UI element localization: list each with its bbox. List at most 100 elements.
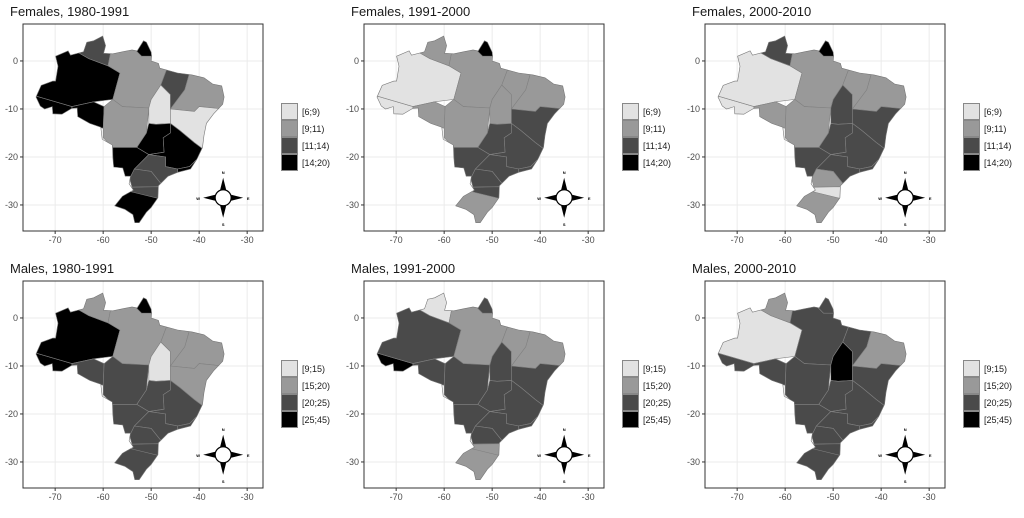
panel-title: Females, 1991-2000 [351, 4, 471, 19]
legend-key [963, 120, 980, 137]
x-tick-label: -70 [49, 235, 62, 245]
map-panel: Females, 2000-2010 -70 -60 -50 -40 -30 0 -10 -20… [682, 0, 1023, 257]
plot-border [22, 23, 264, 232]
y-tick-label: -10 [346, 104, 359, 114]
brazil-outline [717, 292, 907, 480]
compass-label-w: W [537, 453, 541, 458]
legend-item: [11;14) [281, 137, 330, 154]
x-tick-label: -40 [534, 492, 547, 502]
legend-key [281, 120, 298, 137]
y-tick-label: -20 [346, 152, 359, 162]
compass-label-s: S [563, 479, 566, 484]
y-tick-label: -30 [346, 200, 359, 210]
plot-border [363, 280, 605, 489]
x-tick-label: -50 [486, 492, 499, 502]
legend-item: [11;14) [963, 137, 1012, 154]
compass-label-s: S [563, 222, 566, 227]
legend-label: [14;20) [302, 157, 331, 168]
x-tick-label: -50 [145, 235, 158, 245]
legend-key [963, 411, 980, 428]
legend-item: [25;45) [963, 411, 1012, 428]
legend-item: [14;20) [281, 154, 330, 171]
legend-item: [11;14) [622, 137, 671, 154]
y-tick-label: 0 [13, 313, 18, 323]
legend-key [963, 360, 980, 377]
legend-key [281, 411, 298, 428]
y-tick-label: -30 [5, 200, 18, 210]
legend-item: [15;20) [622, 377, 671, 394]
legend-item: [25;45) [281, 411, 330, 428]
legend-key [622, 137, 639, 154]
legend-label: [9;11) [984, 123, 1007, 134]
x-tick-label: -60 [97, 492, 110, 502]
legend-label: [20;25) [643, 397, 672, 408]
compass-label-n: N [904, 427, 907, 432]
legend-key [622, 103, 639, 120]
x-tick-label: -60 [438, 492, 451, 502]
legend: [6;9) [9;11) [11;14) [14;20) [281, 103, 330, 171]
plot-border [704, 23, 946, 232]
legend-label: [11;14) [984, 140, 1012, 151]
legend-key [281, 377, 298, 394]
legend-item: [25;45) [622, 411, 671, 428]
compass-rose-icon: N S W E [537, 170, 591, 227]
legend-item: [9;15) [963, 360, 1012, 377]
legend-item: [15;20) [281, 377, 330, 394]
compass-label-w: W [196, 453, 200, 458]
x-tick-label: -50 [827, 492, 840, 502]
compass-label-w: W [878, 453, 882, 458]
compass-rose-icon: N S W E [196, 427, 250, 484]
x-tick-label: -40 [193, 492, 206, 502]
legend-key [622, 120, 639, 137]
legend-item: [9;15) [281, 360, 330, 377]
legend-item: [9;15) [622, 360, 671, 377]
legend-item: [14;20) [622, 154, 671, 171]
legend-item: [20;25) [281, 394, 330, 411]
compass-label-s: S [904, 479, 907, 484]
y-tick-label: -20 [346, 409, 359, 419]
brazil-outline [376, 35, 566, 223]
legend-label: [9;11) [643, 123, 666, 134]
legend: [9;15) [15;20) [20;25) [25;45) [281, 360, 330, 428]
legend-label: [25;45) [984, 414, 1013, 425]
y-tick-label: -20 [687, 152, 700, 162]
plot-border [704, 280, 946, 489]
legend-item: [20;25) [622, 394, 671, 411]
compass-rose-icon: N S W E [537, 427, 591, 484]
compass-label-e: E [247, 196, 250, 201]
y-tick-label: -10 [687, 361, 700, 371]
legend-item: [9;11) [622, 120, 671, 137]
legend-label: [20;25) [984, 397, 1013, 408]
panel-title: Females, 1980-1991 [10, 4, 130, 19]
legend-key [963, 394, 980, 411]
compass-label-n: N [222, 427, 225, 432]
legend-label: [15;20) [643, 380, 672, 391]
y-tick-label: -10 [687, 104, 700, 114]
legend-label: [9;15) [302, 363, 326, 374]
plot-border [22, 280, 264, 489]
compass-label-e: E [929, 453, 932, 458]
brazil-outline [35, 292, 225, 480]
legend-key [281, 154, 298, 171]
legend-label: [6;9) [302, 106, 321, 117]
legend-label: [11;14) [643, 140, 671, 151]
compass-label-e: E [929, 196, 932, 201]
legend-item: [6;9) [281, 103, 330, 120]
x-tick-label: -70 [390, 492, 403, 502]
compass-label-w: W [537, 196, 541, 201]
legend-label: [6;9) [643, 106, 662, 117]
map-panel: Females, 1991-2000 -70 -60 -50 -40 -30 0 -10 -20… [341, 0, 682, 257]
map-plot: -70 -60 -50 -40 -30 0 -10 -20 -30 N S W E [346, 280, 605, 502]
x-tick-label: -70 [49, 492, 62, 502]
x-tick-label: -30 [582, 492, 595, 502]
brazil-outline [35, 35, 225, 223]
map-plot: -70 -60 -50 -40 -30 0 -10 -20 -30 N S W E [5, 280, 264, 502]
x-tick-label: -30 [923, 235, 936, 245]
x-tick-label: -40 [875, 492, 888, 502]
map-panel: Males, 2000-2010 -70 -60 -50 -40 -30 0 -10 -20 -3… [682, 257, 1023, 514]
legend-key [963, 137, 980, 154]
x-tick-label: -70 [731, 492, 744, 502]
panel-title: Females, 2000-2010 [692, 4, 812, 19]
legend-item: [6;9) [622, 103, 671, 120]
legend-label: [14;20) [643, 157, 672, 168]
